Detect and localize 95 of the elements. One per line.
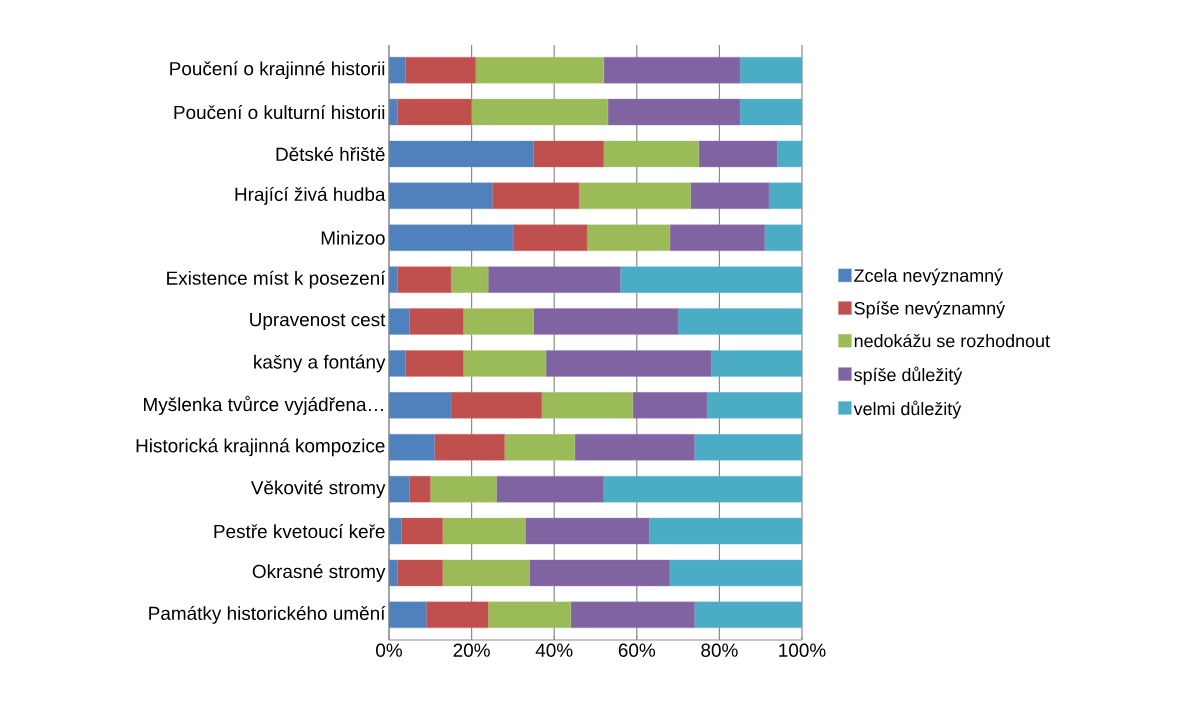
bar (669, 224, 766, 251)
y-tick-label: Pestře kvetoucí keře (214, 524, 385, 539)
bar (450, 392, 543, 419)
y-tick-label: Památky historického umění (149, 605, 386, 624)
bar (669, 559, 803, 587)
bar (525, 517, 650, 545)
bar (425, 601, 489, 629)
bar (710, 350, 803, 377)
y-tick-label: Dětské hřiště (276, 146, 385, 162)
y-tick-label: Upravenost cest (250, 313, 386, 331)
bar (450, 266, 489, 293)
y-tick-label: Existence míst k posezení (167, 270, 386, 289)
bar (533, 140, 604, 168)
bar (694, 434, 803, 461)
bar (533, 308, 679, 335)
bar (603, 56, 741, 84)
y-tick-label: Věkovité stromy (250, 480, 386, 499)
y-tick-label: Myšlenka tvůrce vyjádřena… (144, 395, 383, 415)
bar (405, 56, 476, 84)
y-tick-label: Historická krajinná kompozice (136, 438, 385, 457)
x-tick-label: 0% (376, 643, 402, 657)
bar (388, 140, 534, 168)
bar (388, 517, 402, 545)
bar (649, 517, 803, 545)
bar (504, 434, 576, 461)
bar (388, 559, 398, 587)
bar (529, 559, 671, 587)
bar (545, 350, 712, 377)
bar (388, 475, 410, 503)
y-tick-label: Hrající živá hudba (235, 186, 386, 205)
bar (388, 98, 398, 126)
bar (388, 308, 410, 335)
bar (397, 266, 452, 293)
bar (388, 182, 493, 210)
bar (434, 434, 505, 461)
bar (706, 392, 803, 419)
bar (401, 517, 443, 545)
bar (471, 98, 609, 126)
bar (388, 350, 406, 377)
bar (430, 475, 497, 503)
bar (388, 601, 427, 629)
bar (405, 350, 464, 377)
bar (463, 308, 534, 335)
bar (694, 601, 803, 629)
x-tick-label: 80% (701, 643, 738, 657)
bar (463, 350, 547, 377)
bar (409, 475, 431, 503)
bar (487, 266, 621, 293)
x-tick-label: 60% (618, 643, 656, 657)
legend-label: Zcela nevýznamný (854, 268, 1004, 286)
y-tick-label: Poučení o kulturní historii (174, 104, 385, 120)
bar (541, 392, 633, 419)
legend-label: Spíše nevýznamný (854, 301, 1006, 319)
bar (739, 98, 803, 126)
bar (496, 475, 604, 503)
legend-label: spíše důležitý (854, 366, 963, 385)
bar (764, 224, 803, 251)
bar (397, 98, 472, 126)
bar (570, 601, 695, 629)
y-tick-label: Poučení o krajinné historii (170, 61, 385, 80)
bar (768, 182, 803, 210)
bar (487, 601, 571, 629)
bar (632, 392, 708, 419)
bar (388, 434, 435, 461)
bar (578, 182, 691, 210)
y-tick-label: Okrasné stromy (252, 564, 386, 582)
y-tick-label: Minizoo (321, 230, 385, 245)
bar (397, 559, 443, 587)
bar (475, 56, 604, 84)
bar (512, 224, 588, 251)
bar (388, 56, 406, 84)
bar (739, 56, 803, 84)
bar (574, 434, 695, 461)
legend-label: nedokážu se rozhodnout (854, 333, 1050, 348)
bar (388, 224, 514, 251)
bar (698, 140, 778, 168)
bar (690, 182, 770, 210)
bar (388, 392, 452, 419)
bar (777, 140, 803, 168)
bar (587, 224, 671, 251)
bar (620, 266, 803, 293)
legend-label: velmi důležitý (853, 400, 962, 419)
bar (388, 266, 398, 293)
bar (677, 308, 803, 335)
bar (442, 559, 530, 587)
x-tick-label: 20% (453, 643, 490, 657)
bar (603, 140, 699, 168)
x-tick-label: 100% (779, 643, 826, 657)
bar (492, 182, 580, 210)
bar (603, 475, 803, 503)
x-tick-label: 40% (535, 643, 573, 657)
y-tick-label: kašny a fontány (254, 354, 386, 373)
bar (607, 98, 741, 126)
bar (442, 517, 526, 545)
bar (409, 308, 464, 335)
